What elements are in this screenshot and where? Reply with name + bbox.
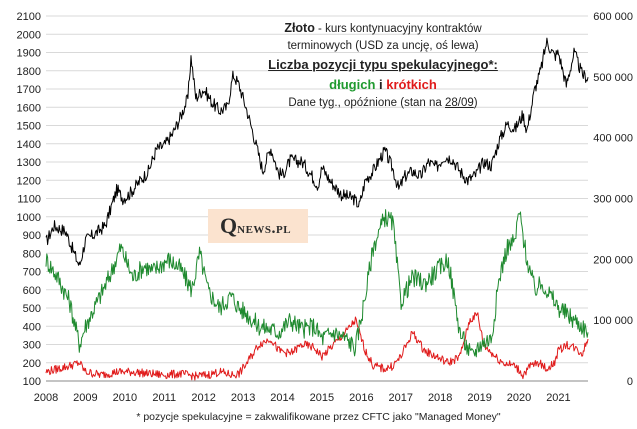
- x-tick-2013: 2013: [231, 392, 255, 404]
- x-tick-2009: 2009: [73, 392, 97, 404]
- data-note-suffix: ): [473, 97, 478, 109]
- logo-q: Q: [220, 213, 238, 238]
- footnote: * pozycje spekulacyjne = zakwalifikowane…: [136, 411, 501, 423]
- title-positions: Liczba pozycji typu spekulacyjnego*:: [268, 57, 498, 72]
- series-line-2: [45, 312, 589, 381]
- title-gold-rest: - kurs kontynuacyjny kontraktów: [314, 23, 482, 35]
- chart-title: Złoto - kurs kontynuacyjny kontraktów te…: [248, 20, 518, 112]
- x-tick-2014: 2014: [270, 392, 294, 404]
- y-left-tick-5: 600: [23, 285, 41, 297]
- title-legend: długich i krótkich: [248, 75, 518, 95]
- y-right-tick-6: 600 000: [593, 11, 633, 23]
- series-layer: [45, 37, 589, 381]
- y-left-tick-12: 1300: [17, 157, 41, 169]
- y-left-tick-7: 800: [23, 248, 41, 260]
- y-left-tick-1: 200: [23, 358, 41, 370]
- x-tick-2018: 2018: [428, 392, 452, 404]
- y-right-tick-3: 300 000: [593, 194, 633, 206]
- data-note-prefix: Dane tyg., opóźnione (stan na: [288, 97, 445, 109]
- y-left-tick-0: 100: [23, 376, 41, 388]
- y-left-tick-8: 900: [23, 230, 41, 242]
- title-gold-line2: terminowych (USD za uncję, oś lewa): [287, 40, 479, 52]
- y-left-tick-6: 700: [23, 267, 41, 279]
- y-right-tick-1: 100 000: [593, 315, 633, 327]
- y-right-tick-4: 400 000: [593, 133, 633, 145]
- right-axis-ticks: 0 100 000 200 000 300 000 400 000 500 000 600 …: [593, 11, 633, 388]
- y-left-tick-2: 300: [23, 340, 41, 352]
- y-left-tick-19: 2000: [17, 29, 41, 41]
- title-data-note: Dane tyg., opóźnione (stan na 28/09): [248, 95, 518, 112]
- x-tick-2019: 2019: [467, 392, 491, 404]
- x-axis-ticks: 2008 2009 2010 2011 2012 2013 2014 2015 2016 2017…: [34, 392, 571, 404]
- series-line-0: [45, 37, 589, 266]
- x-tick-2010: 2010: [113, 392, 137, 404]
- x-tick-2015: 2015: [310, 392, 334, 404]
- y-left-tick-17: 1800: [17, 66, 41, 78]
- legend-short: krótkich: [386, 77, 437, 92]
- x-tick-2016: 2016: [349, 392, 373, 404]
- legend-long: długich: [329, 77, 376, 92]
- y-left-tick-9: 1000: [17, 212, 41, 224]
- y-left-tick-18: 1900: [17, 48, 41, 60]
- qnews-logo: Qnews.pl: [208, 209, 308, 243]
- series-line-1: [45, 209, 589, 358]
- x-tick-2012: 2012: [191, 392, 215, 404]
- x-tick-2020: 2020: [507, 392, 531, 404]
- title-gold-bold: Złoto: [284, 21, 315, 35]
- x-tick-2017: 2017: [389, 392, 413, 404]
- title-gold: Złoto - kurs kontynuacyjny kontraktów: [248, 20, 518, 38]
- x-tick-2011: 2011: [152, 392, 176, 404]
- y-left-tick-10: 1100: [17, 194, 41, 206]
- y-right-tick-2: 200 000: [593, 254, 633, 266]
- y-right-tick-5: 500 000: [593, 72, 633, 84]
- x-tick-2008: 2008: [34, 392, 58, 404]
- x-tick-2021: 2021: [546, 392, 570, 404]
- y-left-tick-3: 400: [23, 321, 41, 333]
- data-note-date: 28/09: [445, 97, 474, 109]
- y-right-tick-0: 0: [627, 376, 633, 388]
- y-left-tick-16: 1700: [17, 84, 41, 96]
- y-left-tick-13: 1400: [17, 139, 41, 151]
- y-left-tick-14: 1500: [17, 121, 41, 133]
- y-left-tick-4: 500: [23, 303, 41, 315]
- y-left-tick-11: 1200: [17, 175, 41, 187]
- left-axis-ticks: 100 200 300 400 500 600 700 800 900 1000 1100 1200 1…: [17, 11, 41, 388]
- legend-and: i: [375, 77, 387, 92]
- logo-rest: news.pl: [237, 220, 292, 237]
- y-left-tick-15: 1600: [17, 102, 41, 114]
- y-left-tick-20: 2100: [17, 11, 41, 23]
